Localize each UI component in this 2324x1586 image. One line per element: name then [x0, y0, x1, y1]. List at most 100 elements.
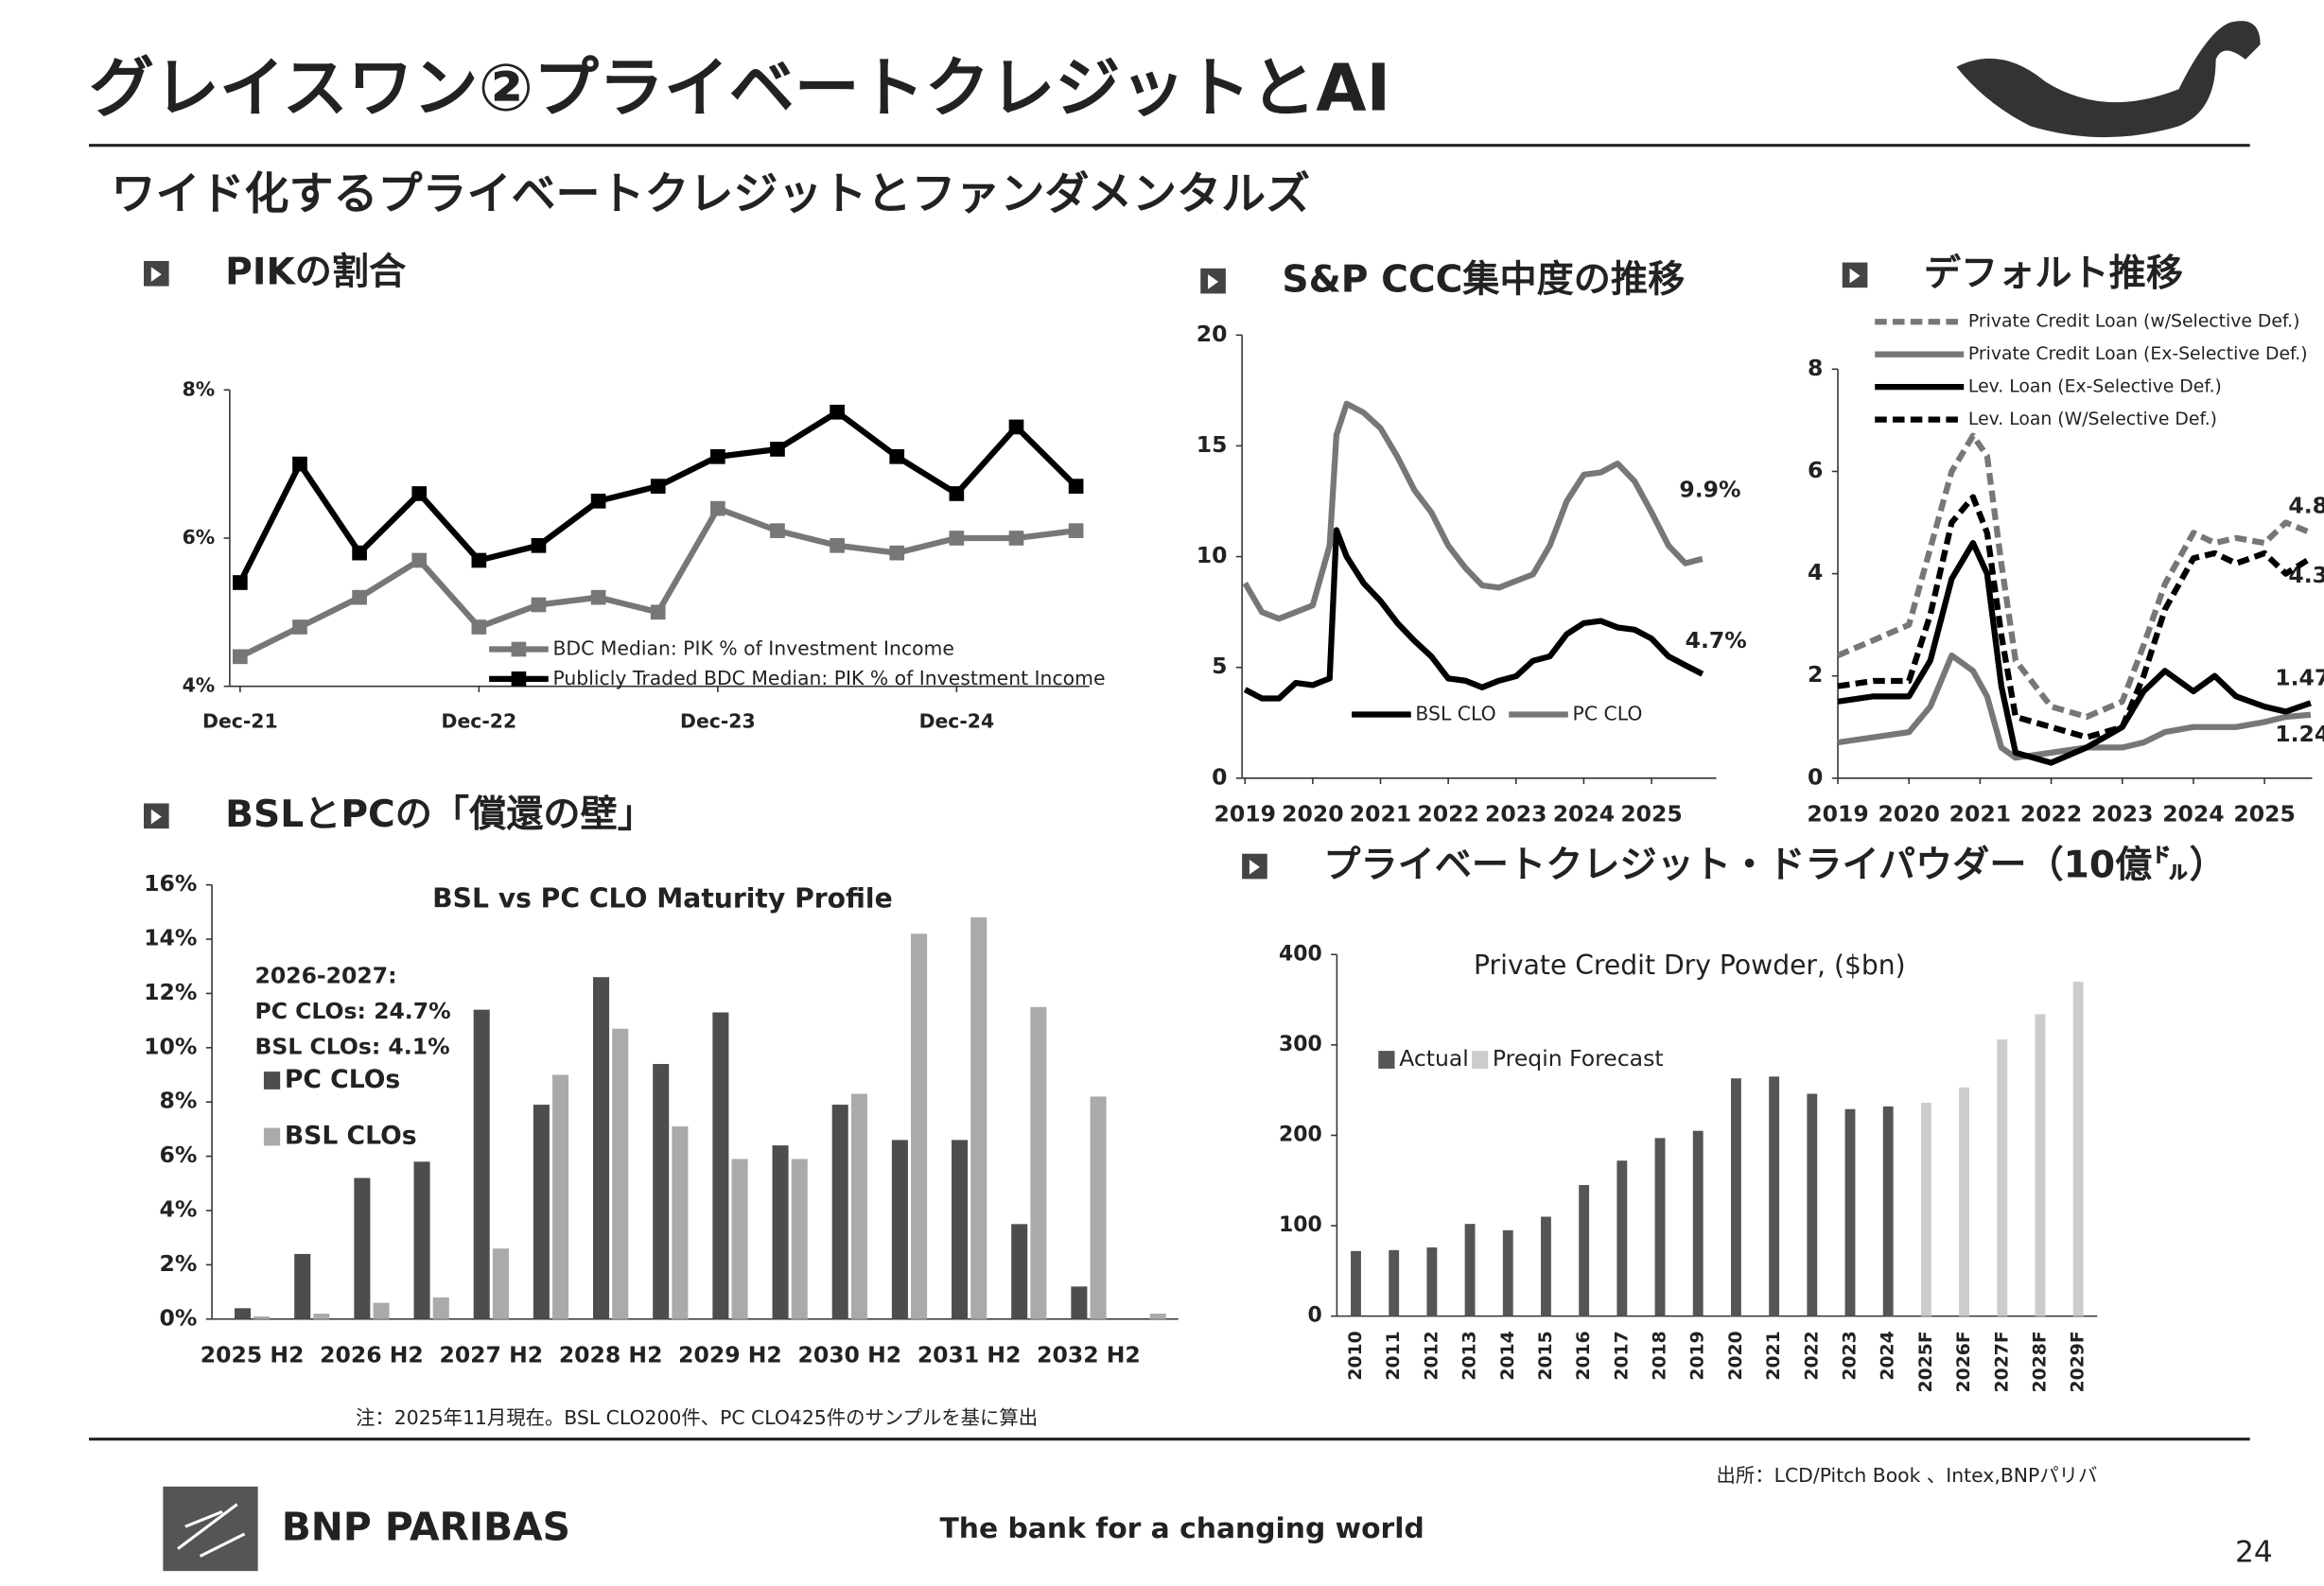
source: 出所：LCD/Pitch Book 、Intex,BNPパリバ: [1717, 1464, 2098, 1487]
x-tick-label: 2020: [1878, 801, 1940, 828]
bar: [1692, 1130, 1704, 1316]
bar: [2035, 1014, 2046, 1316]
marker: [233, 575, 248, 590]
marker: [590, 493, 606, 509]
bar: [1502, 1229, 1513, 1316]
marker: [352, 589, 367, 605]
marker: [411, 552, 428, 568]
bar: [1844, 1108, 1856, 1316]
x-tick-label: 2022: [2020, 801, 2082, 828]
bar: [432, 1297, 449, 1319]
section-head: PIKの割合: [225, 252, 407, 294]
y-tick-label: 16%: [144, 870, 197, 897]
bar: [1882, 1106, 1894, 1316]
x-tick-label: 2028F: [2030, 1331, 2050, 1392]
bar: [413, 1161, 430, 1319]
marker: [889, 448, 905, 464]
tagline: The bank for a changing world: [939, 1512, 1424, 1545]
y-tick-label: 12%: [144, 979, 197, 1005]
y-tick-label: 5: [1212, 653, 1227, 679]
legend-swatch: [1378, 1051, 1395, 1069]
y-tick-label: 2%: [160, 1250, 198, 1277]
annotation: 1.47: [2275, 664, 2324, 690]
x-tick-label: 2013: [1460, 1331, 1480, 1380]
legend-swatch: [263, 1127, 281, 1146]
marker: [770, 442, 785, 457]
bar: [1579, 1185, 1590, 1316]
legend-label: PC CLOs: [285, 1065, 400, 1094]
bar: [772, 1145, 789, 1319]
marker: [830, 404, 845, 420]
chart-title: Private Credit Dry Powder, ($bn): [1474, 950, 1906, 981]
section-arrow: [150, 267, 162, 282]
x-tick-label: 2021: [1350, 801, 1411, 828]
swan-icon: [1956, 21, 2261, 138]
bar: [2072, 981, 2084, 1316]
marker: [531, 537, 547, 553]
annotation: 9.9%: [1679, 476, 1740, 502]
x-tick-label: 2016: [1574, 1331, 1594, 1380]
marker: [531, 597, 547, 613]
section-arrow: [1208, 274, 1219, 289]
series-line: [1837, 540, 2312, 766]
bar: [1654, 1138, 1666, 1316]
x-tick-label: 2023: [1841, 1331, 1861, 1380]
x-tick-label: 2020: [1726, 1331, 1746, 1380]
legend-label: Preqin Forecast: [1493, 1045, 1664, 1072]
y-tick-label: 0: [1212, 763, 1227, 790]
x-tick-label: Dec-24: [919, 709, 995, 732]
x-tick-label: 2025: [1620, 801, 1682, 828]
bar: [1807, 1093, 1818, 1316]
legend-label: Private Credit Loan (w/Selective Def.): [1968, 312, 2300, 332]
marker: [830, 537, 845, 553]
bar: [952, 1140, 969, 1319]
annotation: 1.24: [2275, 721, 2324, 747]
chart-title: BSL vs PC CLO Maturity Profile: [432, 882, 893, 914]
bar: [911, 933, 928, 1319]
marker: [650, 604, 666, 620]
x-tick-label: 2023: [1485, 801, 1546, 828]
marker: [710, 448, 725, 464]
legend-label: BDC Median: PIK % of Investment Income: [552, 637, 953, 660]
legend-label: Publicly Traded BDC Median: PIK % of Inv…: [552, 667, 1105, 689]
annotation: 4.7%: [1686, 627, 1747, 654]
bar: [731, 1159, 748, 1319]
bar: [1426, 1246, 1438, 1316]
bar: [1959, 1087, 1970, 1316]
bar: [970, 917, 987, 1319]
x-tick-label: 2025F: [1916, 1331, 1936, 1392]
marker: [292, 456, 307, 472]
y-tick-label: 300: [1279, 1033, 1322, 1056]
x-tick-label: 2030 H2: [798, 1341, 902, 1368]
y-tick-label: 14%: [144, 925, 197, 951]
bar: [552, 1074, 569, 1319]
bar: [373, 1302, 390, 1319]
bar: [1090, 1096, 1107, 1319]
bar: [235, 1308, 252, 1319]
x-tick-label: Dec-22: [442, 709, 517, 732]
bar: [712, 1012, 729, 1319]
x-tick-label: 2021: [1949, 801, 2011, 828]
section-head: S&P CCC集中度の推移: [1282, 258, 1685, 301]
series-line: [1242, 400, 1704, 622]
x-tick-label: 2010: [1346, 1331, 1366, 1380]
legend-label: Lev. Loan (Ex-Selective Def.): [1968, 377, 2222, 397]
bar: [1541, 1216, 1551, 1316]
marker: [710, 500, 725, 516]
legend-swatch: [1471, 1051, 1489, 1069]
y-tick-label: 100: [1279, 1213, 1322, 1237]
x-tick-label: 2011: [1384, 1331, 1404, 1380]
x-tick-label: 2028 H2: [559, 1341, 663, 1368]
bar: [1616, 1160, 1628, 1316]
marker: [1068, 479, 1084, 494]
x-tick-label: 2024: [2162, 801, 2224, 828]
series-line: [1836, 432, 2313, 721]
marker: [650, 479, 666, 494]
annotation: 2026-2027:: [255, 962, 397, 988]
marker: [590, 589, 606, 605]
y-tick-label: 2: [1808, 661, 1823, 688]
bar: [672, 1126, 689, 1319]
marker: [411, 486, 428, 501]
legend-swatch: [263, 1072, 281, 1089]
section-arrow: [1849, 268, 1861, 284]
